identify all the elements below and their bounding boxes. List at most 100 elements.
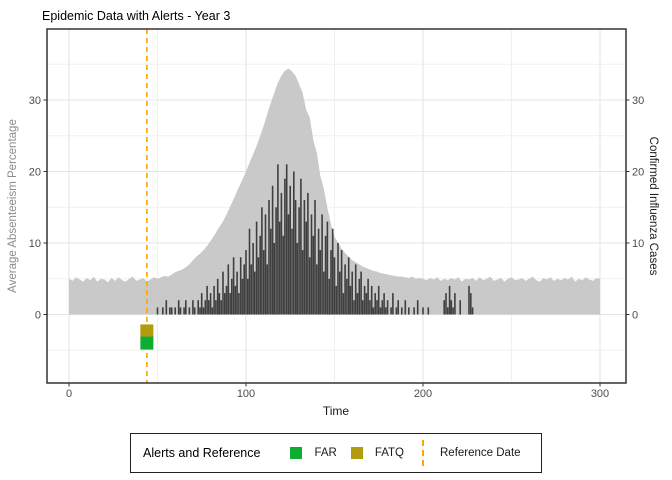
influenza-bar <box>285 164 288 315</box>
influenza-bar <box>177 300 180 315</box>
influenza-bar <box>222 271 224 315</box>
influenza-bar <box>372 307 375 315</box>
influenza-bar <box>169 307 171 315</box>
y-left-tick-label: 0 <box>35 310 41 322</box>
influenza-bar <box>289 185 291 315</box>
influenza-bar <box>202 307 205 315</box>
fatq-alert-marker <box>140 324 154 338</box>
panel-border <box>46 28 627 384</box>
influenza-bar <box>324 235 327 315</box>
influenza-bar <box>218 293 221 315</box>
influenza-bar <box>213 285 215 315</box>
influenza-bar <box>339 271 341 315</box>
influenza-bar <box>333 257 336 315</box>
influenza-bar <box>278 221 281 315</box>
influenza-bar <box>298 207 300 315</box>
influenza-bar <box>183 307 185 315</box>
influenza-bar <box>307 192 309 315</box>
influenza-bar <box>427 307 430 315</box>
absenteeism-area <box>69 68 600 315</box>
influenza-bar <box>468 285 470 315</box>
influenza-bar <box>262 250 265 315</box>
legend-item-fatq: FATQ <box>350 447 404 459</box>
influenza-bar <box>243 264 245 315</box>
x-axis-title: Time <box>322 404 350 418</box>
influenza-bar <box>296 243 299 315</box>
fatq-swatch-icon <box>350 447 363 459</box>
influenza-bar <box>165 300 168 315</box>
influenza-bar <box>358 278 361 315</box>
influenza-bar <box>229 293 231 315</box>
influenza-bar <box>248 228 251 315</box>
influenza-bar <box>401 307 403 315</box>
y-right-tick-label: 30 <box>632 95 644 107</box>
influenza-bar <box>360 271 362 315</box>
influenza-bar <box>245 250 247 315</box>
influenza-bar <box>308 257 311 315</box>
influenza-bar <box>367 278 369 315</box>
influenza-bar <box>374 293 376 315</box>
influenza-bar <box>273 243 276 315</box>
influenza-bar <box>185 300 187 315</box>
influenza-bar <box>277 164 279 315</box>
influenza-bar <box>241 278 244 315</box>
chart-title: Epidemic Data with Alerts - Year 3 <box>42 9 231 23</box>
influenza-bar <box>448 285 451 315</box>
influenza-bar <box>450 300 453 315</box>
influenza-bar <box>395 307 398 315</box>
influenza-bar <box>340 250 343 315</box>
influenza-bar <box>303 200 306 315</box>
influenza-bar <box>234 285 237 315</box>
influenza-bars <box>156 164 474 315</box>
influenza-bar <box>381 300 384 315</box>
x-tick-label: 0 <box>66 388 72 400</box>
influenza-bar <box>326 221 329 315</box>
influenza-bar <box>365 293 368 315</box>
influenza-bar <box>337 243 339 315</box>
far-swatch-icon <box>290 447 303 459</box>
influenza-bar <box>397 300 399 315</box>
influenza-bar <box>344 264 346 315</box>
x-tick-label: 200 <box>414 388 432 400</box>
dashed-line-icon <box>422 440 424 466</box>
influenza-bar <box>199 307 201 315</box>
influenza-bar <box>331 228 334 315</box>
far-legend-label: FAR <box>314 447 337 459</box>
legend-title: Alerts and Reference <box>143 446 261 460</box>
influenza-bar <box>379 307 382 315</box>
legend: Alerts and Reference FAR FATQ Reference … <box>130 433 542 473</box>
influenza-bar <box>452 307 454 315</box>
influenza-bar <box>275 207 277 315</box>
influenza-bar <box>271 185 274 315</box>
influenza-bar <box>293 171 295 315</box>
influenza-bar <box>422 307 424 315</box>
y-axis-title-right: Confirmed Influenza Cases <box>647 136 659 276</box>
influenza-bar <box>330 250 332 315</box>
influenza-bar <box>211 307 214 315</box>
influenza-bar <box>471 307 474 315</box>
influenza-bar <box>316 264 318 315</box>
influenza-bar <box>291 228 293 315</box>
influenza-bar <box>179 307 182 315</box>
influenza-bar <box>287 214 290 315</box>
influenza-bar <box>284 178 286 315</box>
influenza-bar <box>238 293 240 315</box>
influenza-bar <box>266 264 268 315</box>
influenza-bar <box>362 300 364 315</box>
influenza-bar <box>259 235 261 315</box>
influenza-bar <box>447 307 449 315</box>
influenza-bar <box>310 214 313 315</box>
fatq-legend-label: FATQ <box>374 447 404 459</box>
influenza-bar <box>270 228 272 315</box>
influenza-bar <box>370 285 373 315</box>
influenza-bar <box>392 293 394 315</box>
influenza-bar <box>349 285 352 315</box>
influenza-bar <box>363 285 366 315</box>
influenza-bar <box>209 293 212 315</box>
influenza-bar <box>268 200 270 315</box>
influenza-bar <box>314 200 316 315</box>
influenza-bar <box>404 300 407 315</box>
influenza-bar <box>200 293 203 315</box>
influenza-bar <box>236 271 238 315</box>
